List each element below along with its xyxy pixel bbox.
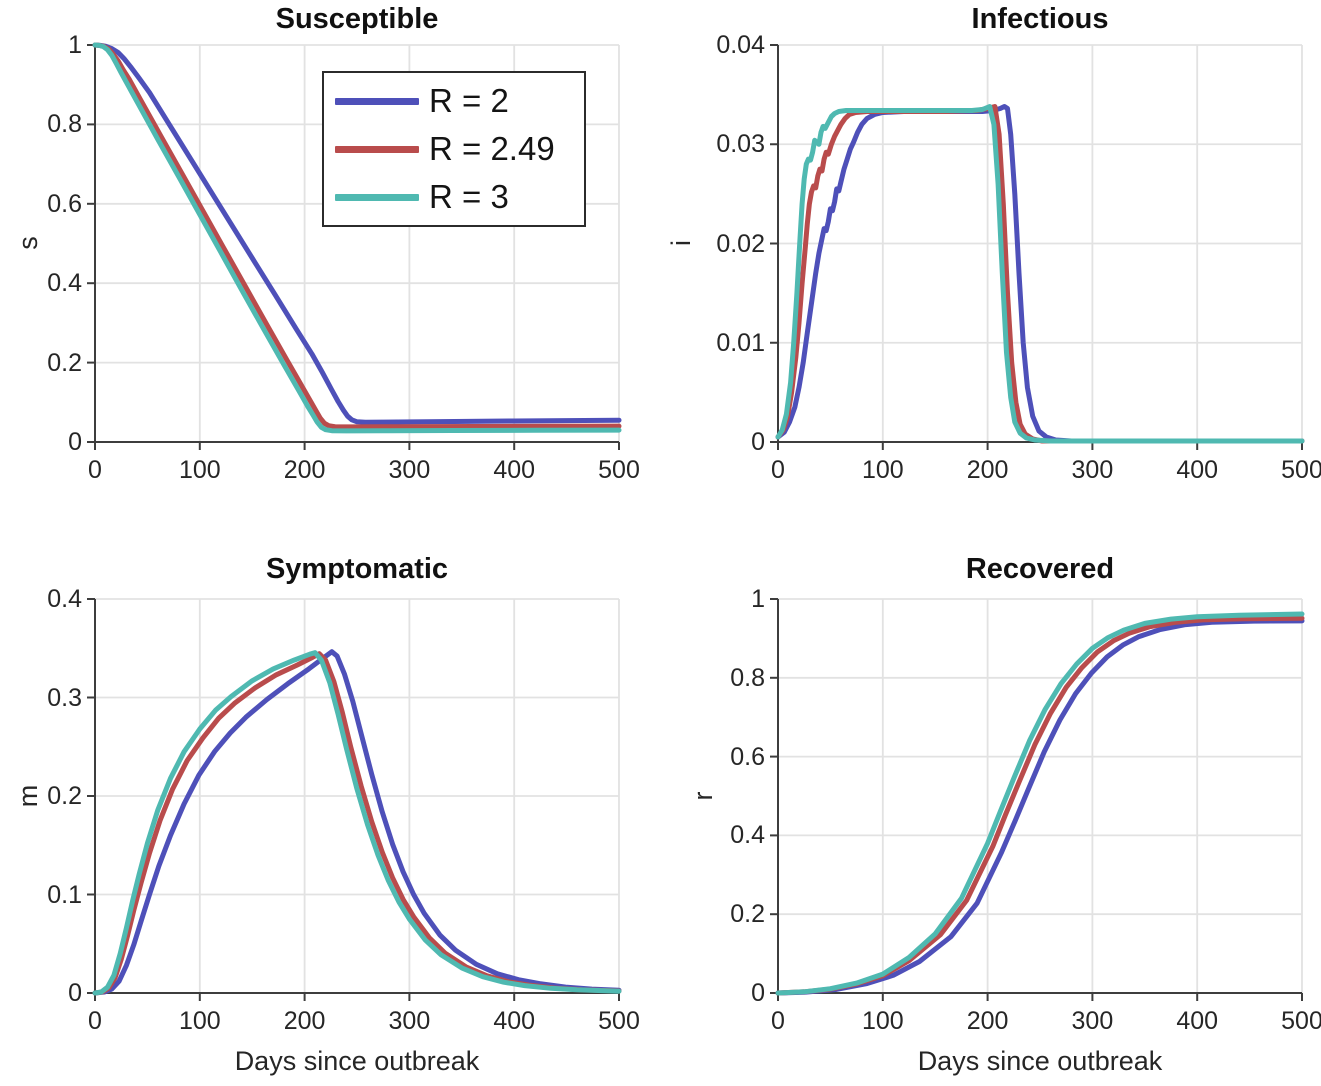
curve-2 bbox=[775, 618, 1305, 996]
legend-line-swatch-r3 bbox=[335, 193, 419, 201]
legend-label-r249: R = 2.49 bbox=[429, 130, 555, 167]
legend-item-r2: R = 2 bbox=[324, 77, 584, 125]
legend-line-swatch-r249 bbox=[335, 145, 419, 153]
legend-item-r249: R = 2.49 bbox=[324, 125, 584, 173]
curve-2_49 bbox=[775, 104, 1305, 444]
curve-3 bbox=[775, 104, 1305, 444]
curve-2 bbox=[92, 649, 622, 996]
legend-line-swatch-r2 bbox=[335, 97, 419, 105]
curve-2 bbox=[92, 42, 622, 425]
curve-3 bbox=[775, 611, 1305, 996]
curve-2_49 bbox=[92, 651, 622, 996]
legend-label-r3: R = 3 bbox=[429, 178, 509, 215]
curve-3 bbox=[92, 42, 622, 434]
legend-item-r3: R = 3 bbox=[324, 173, 584, 221]
curve-2_49 bbox=[775, 615, 1305, 996]
legend: R = 2 R = 2.49 R = 3 bbox=[322, 71, 586, 227]
legend-label-r2: R = 2 bbox=[429, 82, 509, 119]
curve-2 bbox=[775, 104, 1305, 444]
curve-3 bbox=[92, 650, 622, 996]
